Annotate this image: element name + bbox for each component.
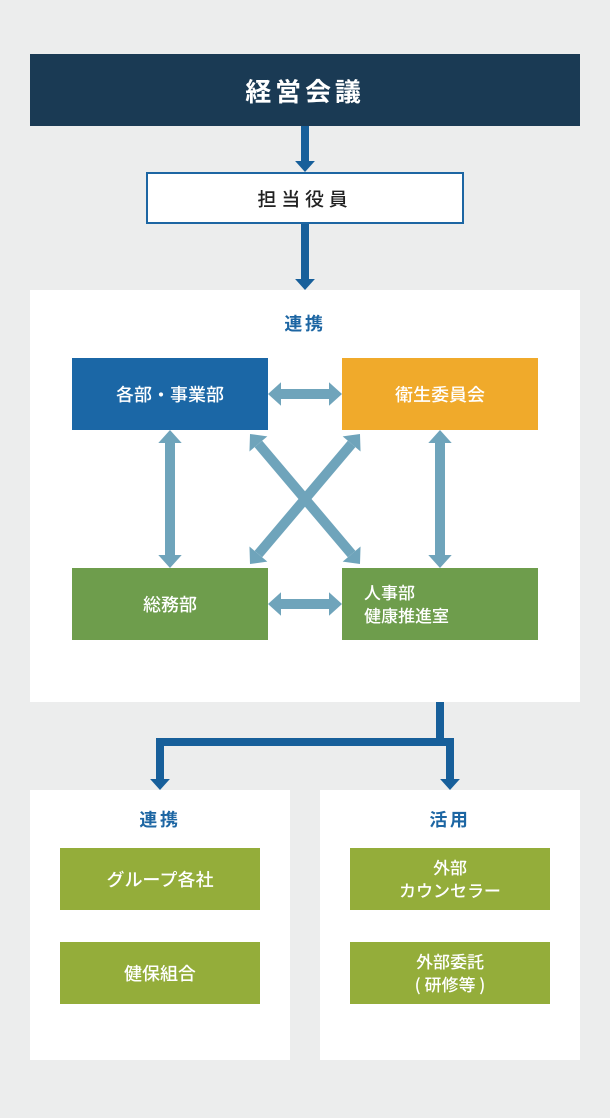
panel-utilization: 活用 xyxy=(320,790,580,1060)
node-label: グループ各社 xyxy=(107,867,214,891)
node-label: 総務部 xyxy=(143,592,197,616)
node-departments: 各部・事業部 xyxy=(72,358,268,430)
panel-title: 活用 xyxy=(320,790,580,832)
node-external-contractor: 外部委託( 研修等 ) xyxy=(350,942,550,1004)
node-health-insurance-society: 健保組合 xyxy=(60,942,260,1004)
node-label: 外部カウンセラー xyxy=(399,856,501,902)
panel-cooperation: 連携 xyxy=(30,290,580,702)
node-health-committee: 衛生委員会 xyxy=(342,358,538,430)
node-hr-health-office: 人事部健康推進室 xyxy=(342,568,538,640)
panel-cooperation-external: 連携 xyxy=(30,790,290,1060)
node-management-meeting: 経営会議 xyxy=(30,54,580,126)
node-label: 各部・事業部 xyxy=(116,382,224,406)
node-label: 外部委託( 研修等 ) xyxy=(415,950,486,996)
panel-title: 連携 xyxy=(30,290,580,336)
node-label: 人事部健康推進室 xyxy=(364,581,449,627)
node-label: 経営会議 xyxy=(245,72,365,109)
node-external-counselor: 外部カウンセラー xyxy=(350,848,550,910)
node-group-companies: グループ各社 xyxy=(60,848,260,910)
node-responsible-officer: 担当役員 xyxy=(146,172,464,224)
node-label: 健保組合 xyxy=(124,961,196,985)
panel-title: 連携 xyxy=(30,790,290,832)
node-general-affairs: 総務部 xyxy=(72,568,268,640)
node-label: 担当役員 xyxy=(257,185,352,212)
org-flowchart: 経営会議 担当役員 連携 連携 活用 各部・事業部 衛生委員会 総務部 人事部健… xyxy=(0,0,610,1118)
node-label: 衛生委員会 xyxy=(395,382,485,406)
